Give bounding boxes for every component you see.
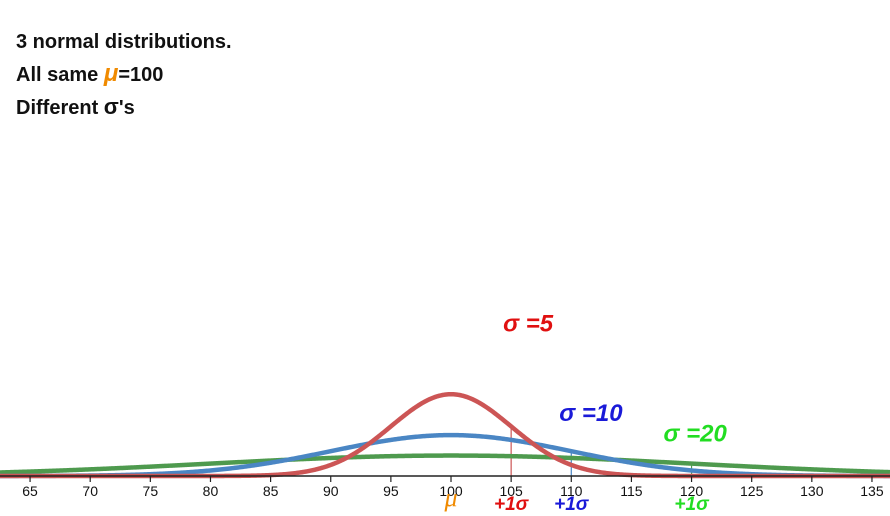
title-line-1: 3 normal distributions. <box>16 31 232 53</box>
chart-title: 3 normal distributions. All same μ=100 D… <box>16 26 232 124</box>
x-tick-label-80: 80 <box>203 483 219 499</box>
x-tick-label-110: 110 <box>560 483 583 499</box>
x-tick-label-65: 65 <box>22 483 38 499</box>
title-line-3: Different σ's <box>16 91 232 124</box>
x-tick-label-125: 125 <box>740 483 764 499</box>
title-line-2-suffix: =100 <box>118 64 164 86</box>
x-tick-label-85: 85 <box>263 483 279 499</box>
curve-label-sigma-5: σ =5 <box>503 310 554 337</box>
curve-label-sigma-20: σ =20 <box>664 421 728 448</box>
title-line-3-suffix: 's <box>118 97 135 119</box>
x-tick-label-70: 70 <box>82 483 98 499</box>
x-tick-label-135: 135 <box>860 483 884 499</box>
x-tick-label-90: 90 <box>323 483 339 499</box>
x-tick-label-75: 75 <box>143 483 159 499</box>
x-tick-label-120: 120 <box>680 483 704 499</box>
sigma-marker-label-10: +1σ <box>554 494 590 515</box>
x-tick-label-115: 115 <box>620 483 643 499</box>
title-mu-symbol: μ <box>103 60 119 87</box>
x-tick-label-130: 130 <box>800 483 824 499</box>
x-tick-label-95: 95 <box>383 483 399 499</box>
x-tick-label-100: 100 <box>439 483 463 499</box>
title-line-3-prefix: Different <box>16 97 104 119</box>
title-line-2-prefix: All same <box>16 64 104 86</box>
sigma-marker-label-5: +1σ <box>494 494 530 515</box>
x-tick-label-105: 105 <box>499 483 523 499</box>
sigma-marker-label-20: +1σ <box>674 494 710 515</box>
title-line-2: All same μ=100 <box>16 58 232 91</box>
curve-label-sigma-10: σ =10 <box>559 400 623 427</box>
title-sigma-symbol: σ <box>103 94 119 119</box>
curve-sigma-20 <box>0 453 890 475</box>
mean-marker-label: μ <box>443 483 457 512</box>
